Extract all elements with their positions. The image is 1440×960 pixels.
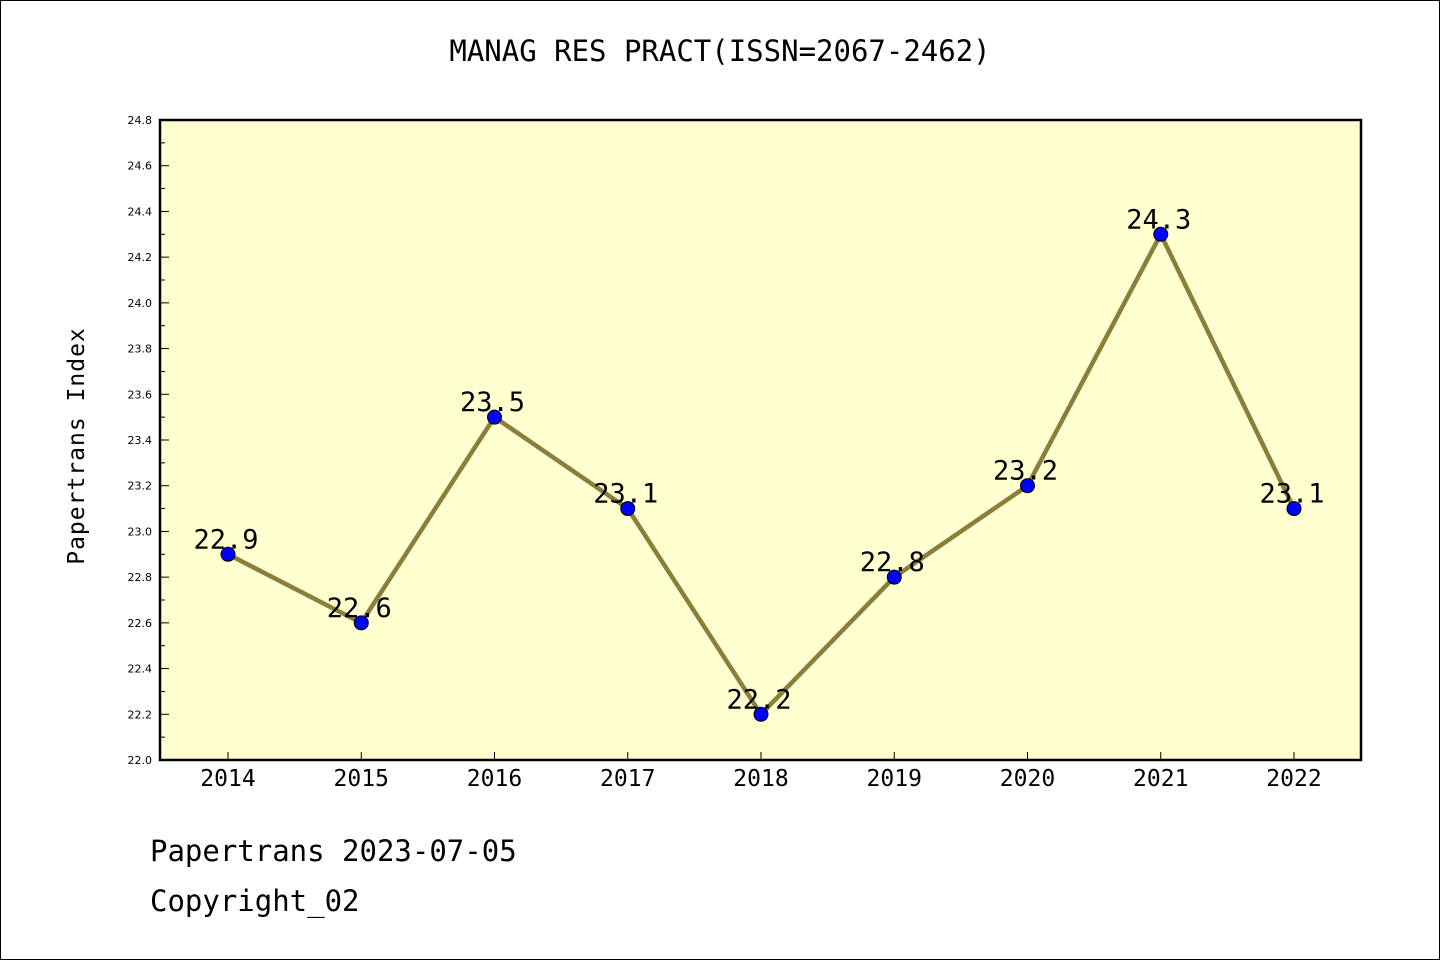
data-label: 22.6: [327, 593, 392, 624]
data-point: [886, 569, 902, 585]
x-tick-label: 2017: [600, 766, 655, 792]
y-tick-label: 24.2: [128, 251, 153, 264]
y-tick-label: 24.6: [128, 160, 153, 173]
y-tick-label: 24.8: [128, 114, 153, 127]
y-tick-label: 24.0: [128, 297, 153, 310]
x-axis: 2014 2015 2016 2017 2018 2019 2020 2021 2022: [200, 752, 1322, 792]
chart-title: MANAG RES PRACT(ISSN=2067-2462): [449, 34, 991, 68]
plot-border: [158, 118, 1363, 762]
data-point: [487, 409, 502, 425]
y-tick-label: 23.2: [128, 480, 153, 493]
footer-copyright: Copyright_02: [150, 884, 360, 918]
data-point: [220, 546, 236, 562]
data-label: 23.1: [1259, 479, 1324, 510]
x-tick-label: 2016: [467, 766, 522, 792]
data-label: 22.9: [193, 524, 258, 555]
data-label: 22.2: [726, 684, 791, 715]
data-labels-group: 22.9 22.6 23.5 23.1 22.2 22.8 23.2 24.3 23.1: [193, 204, 1324, 715]
data-label: 23.5: [460, 387, 525, 418]
x-tick-label: 2018: [733, 766, 788, 792]
data-point: [620, 501, 636, 517]
data-label: 23.1: [593, 479, 658, 510]
y-tick-label: 22.0: [128, 754, 153, 767]
plot-area: [160, 120, 1361, 760]
x-tick-label: 2022: [1266, 766, 1321, 792]
y-tick-label: 22.6: [128, 617, 153, 630]
y-axis: 22.0 22.2 22.4 22.6 22.8 23.0 23.2 23.4 23.6 23.8…: [128, 114, 169, 767]
y-tick-label: 22.8: [128, 571, 153, 584]
data-point: [753, 706, 769, 722]
y-tick-label: 23.4: [128, 434, 153, 447]
x-tick-label: 2019: [867, 766, 922, 792]
footer-date: Papertrans 2023-07-05: [150, 834, 517, 868]
data-label: 22.8: [860, 547, 925, 578]
x-tick-label: 2015: [334, 766, 389, 792]
data-point: [1286, 501, 1302, 517]
y-tick-label: 22.2: [128, 708, 153, 721]
data-label: 23.2: [993, 456, 1058, 487]
y-tick-label: 23.6: [128, 388, 153, 401]
y-tick-label: 24.4: [128, 205, 153, 218]
x-tick-label: 2014: [200, 766, 255, 792]
y-tick-label: 22.4: [128, 663, 153, 676]
x-tick-label: 2020: [1000, 766, 1055, 792]
data-point: [1020, 478, 1035, 494]
y-tick-label: 23.0: [128, 525, 153, 538]
y-tick-label: 23.8: [128, 343, 153, 356]
markers-group: [220, 226, 1302, 722]
data-point: [1153, 226, 1169, 242]
x-tick-label: 2021: [1133, 766, 1188, 792]
data-point: [353, 615, 369, 631]
data-label: 24.3: [1126, 204, 1191, 235]
y-axis-label: Papertrans Index: [64, 327, 90, 565]
